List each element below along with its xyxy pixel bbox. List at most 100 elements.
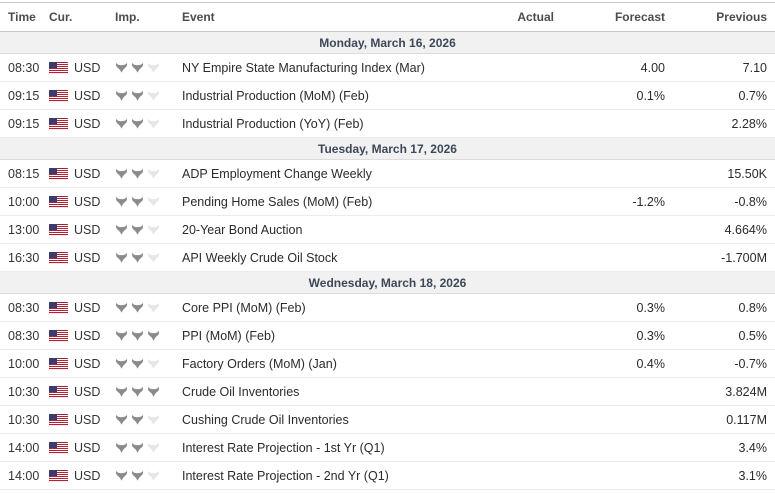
- us-flag-icon: [49, 223, 68, 236]
- event-time: 08:30: [8, 300, 40, 315]
- event-previous-value: -0.8%: [734, 194, 767, 209]
- event-previous-value: 15.50K: [727, 166, 767, 181]
- bull-icon: [147, 89, 160, 102]
- importance-indicator: [115, 301, 182, 314]
- event-name-link[interactable]: Industrial Production (YoY) (Feb): [182, 116, 364, 131]
- bull-icon: [131, 329, 144, 342]
- event-name-link[interactable]: Cushing Crude Oil Inventories: [182, 412, 349, 427]
- us-flag-icon: [49, 301, 68, 314]
- event-name-link[interactable]: Pending Home Sales (MoM) (Feb): [182, 194, 373, 209]
- event-forecast-value: 0.3%: [636, 300, 666, 315]
- event-time: 09:15: [8, 88, 40, 103]
- event-name-link[interactable]: PPI (MoM) (Feb): [182, 328, 276, 343]
- event-row: 08:30 USD NY Empire State Manufacturing In…: [0, 54, 775, 82]
- bull-icon: [147, 385, 160, 398]
- event-row: 08:30 USD PPI (MoM) (Feb) 0.3% 0.5%: [0, 322, 775, 350]
- col-header-importance: Imp.: [115, 10, 140, 24]
- importance-indicator: [115, 61, 182, 74]
- us-flag-icon: [49, 167, 68, 180]
- currency-code: USD: [74, 468, 101, 483]
- importance-indicator: [115, 167, 182, 180]
- event-row: 10:00 USD Factory Orders (MoM) (Jan) 0.4% -0…: [0, 350, 775, 378]
- event-previous-value: -1.700M: [721, 250, 767, 265]
- event-time: 08:15: [8, 166, 40, 181]
- bull-icon: [131, 301, 144, 314]
- us-flag-icon: [49, 329, 68, 342]
- currency-code: USD: [74, 328, 101, 343]
- event-forecast-value: 4.00: [640, 60, 665, 75]
- event-time: 09:15: [8, 116, 40, 131]
- currency-code: USD: [74, 222, 101, 237]
- bull-icon: [147, 117, 160, 130]
- event-name-link[interactable]: Interest Rate Projection - 1st Yr (Q1): [182, 440, 385, 455]
- currency-code: USD: [74, 356, 101, 371]
- col-header-time: Time: [8, 10, 36, 24]
- event-previous-value: 2.28%: [731, 116, 767, 131]
- event-currency-cell: USD: [49, 167, 115, 181]
- bull-icon: [131, 117, 144, 130]
- bull-icon: [147, 357, 160, 370]
- us-flag-icon: [49, 89, 68, 102]
- bull-icon: [131, 413, 144, 426]
- event-name-link[interactable]: Factory Orders (MoM) (Jan): [182, 356, 337, 371]
- importance-indicator: [115, 195, 182, 208]
- table-header-row: Time Cur. Imp. Event Actual Forecast Pre…: [0, 2, 775, 32]
- event-name-link[interactable]: API Weekly Crude Oil Stock: [182, 250, 338, 265]
- importance-indicator: [115, 385, 182, 398]
- us-flag-icon: [49, 117, 68, 130]
- bull-icon: [147, 469, 160, 482]
- date-section-row: Monday, March 16, 2026: [0, 32, 775, 54]
- bull-icon: [147, 329, 160, 342]
- event-row: 10:00 USD Pending Home Sales (MoM) (Feb) -1…: [0, 188, 775, 216]
- event-time: 14:00: [8, 440, 40, 455]
- event-forecast-value: 0.4%: [636, 356, 666, 371]
- bull-icon: [131, 167, 144, 180]
- date-section-label: Tuesday, March 17, 2026: [318, 141, 457, 156]
- col-header-forecast: Forecast: [614, 10, 665, 24]
- date-section-row: Tuesday, March 17, 2026: [0, 138, 775, 160]
- event-name-link[interactable]: ADP Employment Change Weekly: [182, 166, 372, 181]
- bull-icon: [115, 195, 128, 208]
- bull-icon: [147, 61, 160, 74]
- bull-icon: [115, 117, 128, 130]
- event-row: 10:30 USD Crude Oil Inventories 3.824M: [0, 378, 775, 406]
- event-row: 08:15 USD ADP Employment Change Weekly 15.5…: [0, 160, 775, 188]
- event-name-link[interactable]: Core PPI (MoM) (Feb): [182, 300, 306, 315]
- currency-code: USD: [74, 440, 101, 455]
- importance-indicator: [115, 469, 182, 482]
- event-row: 14:00 USD Interest Rate Projection - 1st Y…: [0, 434, 775, 462]
- event-name-link[interactable]: Industrial Production (MoM) (Feb): [182, 88, 369, 103]
- event-row: 08:30 USD Core PPI (MoM) (Feb) 0.3% 0.8%: [0, 294, 775, 322]
- event-forecast-value: -1.2%: [632, 194, 665, 209]
- event-currency-cell: USD: [49, 195, 115, 209]
- bull-icon: [131, 385, 144, 398]
- bull-icon: [147, 413, 160, 426]
- currency-code: USD: [74, 166, 101, 181]
- event-name-link[interactable]: NY Empire State Manufacturing Index (Mar…: [182, 60, 425, 75]
- event-previous-value: 0.5%: [738, 328, 768, 343]
- importance-indicator: [115, 117, 182, 130]
- currency-code: USD: [74, 412, 101, 427]
- event-row: 14:00 USD Interest Rate Projection - 2nd Y…: [0, 462, 775, 490]
- bull-icon: [115, 441, 128, 454]
- col-header-event: Event: [182, 10, 215, 24]
- event-name-link[interactable]: Interest Rate Projection - 2nd Yr (Q1): [182, 468, 389, 483]
- date-section-label: Monday, March 16, 2026: [319, 35, 456, 50]
- event-name-link[interactable]: Crude Oil Inventories: [182, 384, 300, 399]
- importance-indicator: [115, 329, 182, 342]
- event-previous-value: 4.664%: [724, 222, 767, 237]
- event-previous-value: 3.1%: [738, 468, 768, 483]
- event-time: 08:30: [8, 60, 40, 75]
- event-currency-cell: USD: [49, 61, 115, 75]
- event-previous-value: -0.7%: [734, 356, 767, 371]
- date-section-row: Wednesday, March 18, 2026: [0, 272, 775, 294]
- bull-icon: [131, 357, 144, 370]
- us-flag-icon: [49, 441, 68, 454]
- currency-code: USD: [74, 116, 101, 131]
- event-time: 16:30: [8, 250, 40, 265]
- event-currency-cell: USD: [49, 469, 115, 483]
- bull-icon: [115, 223, 128, 236]
- bull-icon: [147, 195, 160, 208]
- event-name-link[interactable]: 20-Year Bond Auction: [182, 222, 303, 237]
